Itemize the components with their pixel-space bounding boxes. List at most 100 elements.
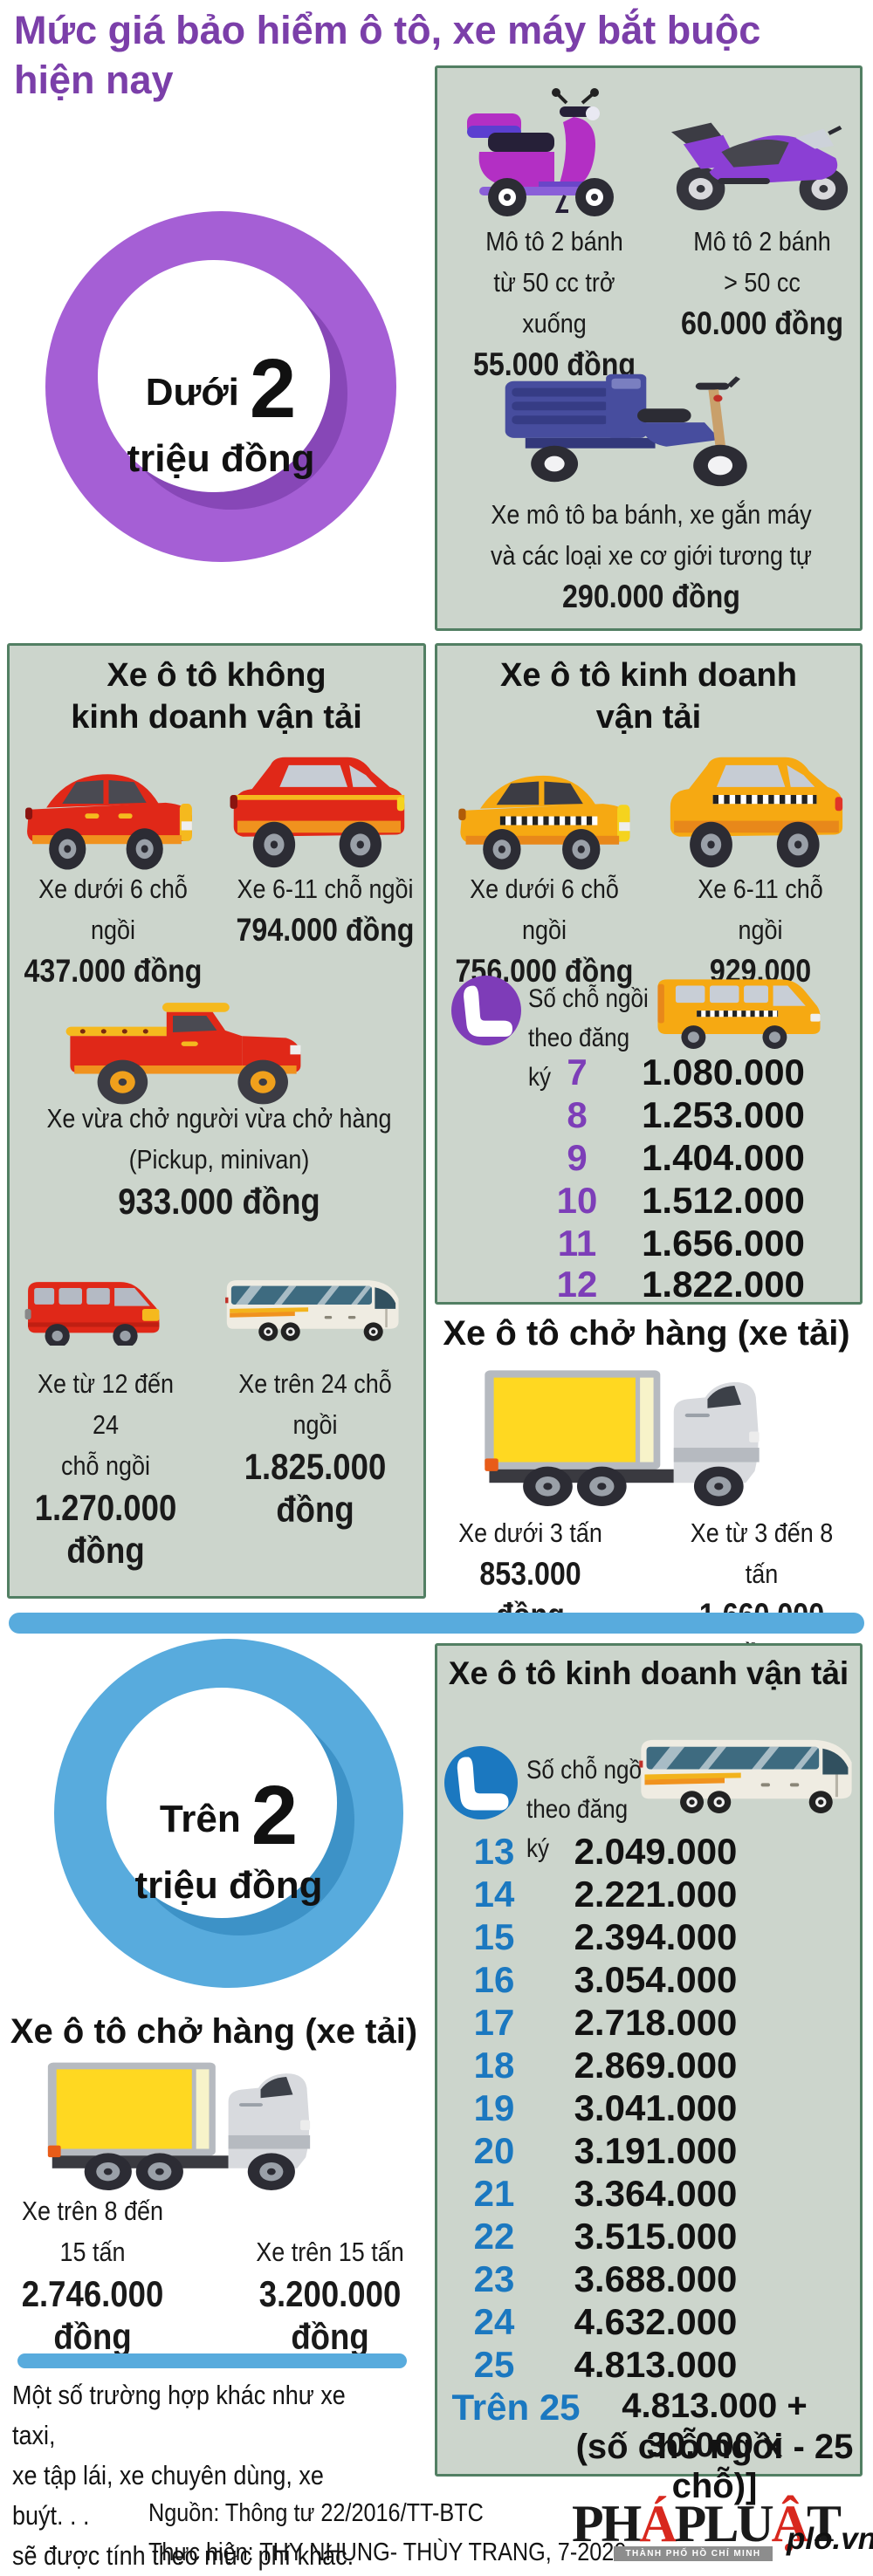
footnote-divider-bar [17, 2353, 407, 2368]
credit-line: Thực hiện: THY NHUNG- THÙY TRANG, 7-2020 [148, 2538, 627, 2566]
seat-row-20: 20 3.191.000 [437, 2130, 860, 2173]
seat-row-17: 17 2.718.000 [437, 2002, 860, 2045]
seat-count: 22 [473, 2216, 515, 2257]
under-2m-suffix: triệu đồng [127, 436, 315, 480]
over-2m-badge: Trên 2 triệu đồng [54, 1639, 403, 1988]
seat-icon-purple [451, 976, 521, 1045]
seat-row-19: 19 3.041.000 [437, 2087, 860, 2130]
seat-row-16: 16 3.054.000 [437, 1959, 860, 2002]
seat-row-18: 18 2.869.000 [437, 2045, 860, 2087]
seat-price: 1.512.000 [642, 1180, 805, 1221]
page-title-line1: Mức giá bảo hiểm ô tô, xe máy bắt buộc [14, 8, 761, 52]
seat-count: 24 [473, 2301, 515, 2342]
plo-site-label: plo.vn [787, 2522, 873, 2556]
seat-table-header: Số chỗ ngồi theo đăng ký [528, 984, 649, 1092]
moto-over-50cc-price: 60.000 đồng [680, 305, 844, 341]
seat-count-over: Trên 25 [451, 2387, 581, 2428]
three-wheel-moto-label: Xe mô tô ba bánh, xe gắn máy và các loại… [465, 494, 837, 617]
seat-price: 3.191.000 [574, 2130, 738, 2171]
panel-car-commercial: Xe ô tô kinh doanh vận tải [435, 643, 863, 1305]
three-wheel-price: 290.000 đồng [562, 579, 740, 614]
seat-price-over-line2: (số chỗ ngồi - 25 chỗ)] [575, 2428, 854, 2505]
taxi-sedan-icon [450, 750, 643, 881]
commercial-large-title: Xe ô tô kinh doanh vận tải [448, 1655, 849, 1691]
seat-count: 23 [473, 2258, 515, 2299]
over-2m-badge-label: Trên 2 triệu đồng [54, 1768, 403, 1908]
seat-price: 1.404.000 [642, 1137, 805, 1178]
seat-count: 14 [473, 1874, 515, 1915]
seat-row-22: 22 3.515.000 [437, 2216, 860, 2258]
under-2m-number: 2 [249, 341, 297, 435]
moto-over-50cc-line1: Mô tô 2 bánh [693, 226, 831, 257]
source-line: Nguồn: Thông tư 22/2016/TT-BTC [148, 2499, 484, 2527]
seat-row-12: 12 1.822.000 [437, 1264, 860, 1306]
seat-row-over-25: Trên 25 4.813.000 + 30.000 x (số chỗ ngồ… [437, 2387, 860, 2505]
cargo-large-title: Xe ô tô chở hàng (xe tải) [10, 2012, 418, 2051]
seat-row-7: 7 1.080.000 [437, 1052, 860, 1094]
seat-count: 18 [473, 2045, 515, 2086]
seat-row-10: 10 1.512.000 [437, 1180, 860, 1223]
three-wheel-moto-icon [498, 360, 756, 498]
scooter-icon [462, 87, 636, 218]
seat-price: 2.718.000 [574, 2002, 738, 2043]
nc-coach-label: Xe trên 24 chỗ ngồi 1.825.000 đồng [238, 1368, 392, 1530]
seat-price: 3.515.000 [574, 2216, 738, 2257]
seat-price: 2.049.000 [574, 1831, 738, 1872]
seat-price: 3.041.000 [574, 2087, 738, 2128]
seat-count: 25 [473, 2344, 515, 2385]
over-2m-number: 2 [251, 1769, 299, 1862]
red-sedan-icon [17, 749, 205, 881]
seat-row-21: 21 3.364.000 [437, 2173, 860, 2216]
over-2m-suffix: triệu đồng [134, 1864, 323, 1907]
seat-count: 10 [556, 1180, 598, 1221]
seat-row-14: 14 2.221.000 [437, 1874, 860, 1916]
seat-row-24: 24 4.632.000 [437, 2301, 860, 2344]
seat-count: 20 [473, 2130, 515, 2171]
seat-row-25: 25 4.813.000 [437, 2344, 860, 2387]
seat-count: 12 [556, 1264, 598, 1305]
seat-count: 21 [473, 2173, 515, 2214]
seat-count: 15 [473, 1916, 515, 1957]
pickup-truck-icon [58, 984, 330, 1113]
seat-row-13: 13 2.049.000 [437, 1831, 860, 1874]
seat-price: 4.813.000 [574, 2344, 738, 2385]
section-divider-bar [9, 1613, 864, 1634]
seat-price: 3.688.000 [574, 2258, 738, 2299]
seat-icon-blue [444, 1746, 518, 1819]
coach-bus-icon [221, 1269, 406, 1344]
seat-table-header-large: Số chỗ ngồi theo đăng ký [526, 1756, 647, 1863]
box-truck-icon [476, 1358, 768, 1506]
seat-count: 7 [567, 1052, 588, 1093]
cargo-8-15t-label: Xe trên 8 đến 15 tấn 2.746.000 đồng [21, 2196, 164, 2357]
under-2m-badge: Dưới 2 triệu đồng [45, 211, 396, 562]
phapluat-logo: PHÁPLUẬT THÀNH PHỐ HỒ CHÍ MINH plo.vn [572, 2497, 873, 2573]
moto-over-50cc-label: Mô tô 2 bánh > 50 cc 60.000 đồng [677, 221, 848, 344]
seat-price: 3.054.000 [574, 1959, 738, 2000]
moto-over-50cc-line2: > 50 cc [724, 267, 801, 298]
taxi-van-icon [651, 967, 838, 1049]
seat-count: 8 [567, 1094, 588, 1135]
over-2m-prefix: Trên [159, 1798, 241, 1840]
c-sedan-label: Xe dưới 6 chỗ ngồi 756.000 đồng [455, 874, 634, 989]
red-suv-icon [221, 737, 418, 881]
seat-price: 3.364.000 [574, 2173, 738, 2214]
cargo-over-15t-label: Xe trên 15 tấn 3.200.000 đồng [256, 2237, 404, 2357]
seat-price: 1.253.000 [642, 1094, 805, 1135]
seat-count: 16 [473, 1959, 515, 2000]
seat-price: 2.221.000 [574, 1874, 738, 1915]
seat-price: 4.632.000 [574, 2301, 738, 2342]
seat-price-over-line1: 4.813.000 + 30.000 x [622, 2387, 808, 2464]
under-2m-badge-label: Dưới 2 triệu đồng [45, 341, 396, 481]
red-minibus-icon [22, 1267, 168, 1346]
seat-count: 11 [557, 1223, 597, 1264]
non-commercial-title: Xe ô tô không kinh doanh vận tải [71, 657, 362, 736]
seat-price: 1.080.000 [642, 1052, 805, 1093]
panel-moto-under-2m: Mô tô 2 bánh từ 50 cc trở xuống 55.000 đ… [435, 65, 863, 631]
seat-row-8: 8 1.253.000 [437, 1094, 860, 1137]
seat-row-15: 15 2.394.000 [437, 1916, 860, 1959]
credits: Nguồn: Thông tư 22/2016/TT-BTC Thực hiện… [148, 2494, 626, 2573]
box-truck-large-icon [39, 2051, 319, 2190]
seat-price: 1.822.000 [642, 1264, 805, 1305]
moto-under-50cc-label: Mô tô 2 bánh từ 50 cc trở xuống 55.000 đ… [458, 221, 650, 385]
seat-count: 19 [473, 2087, 515, 2128]
